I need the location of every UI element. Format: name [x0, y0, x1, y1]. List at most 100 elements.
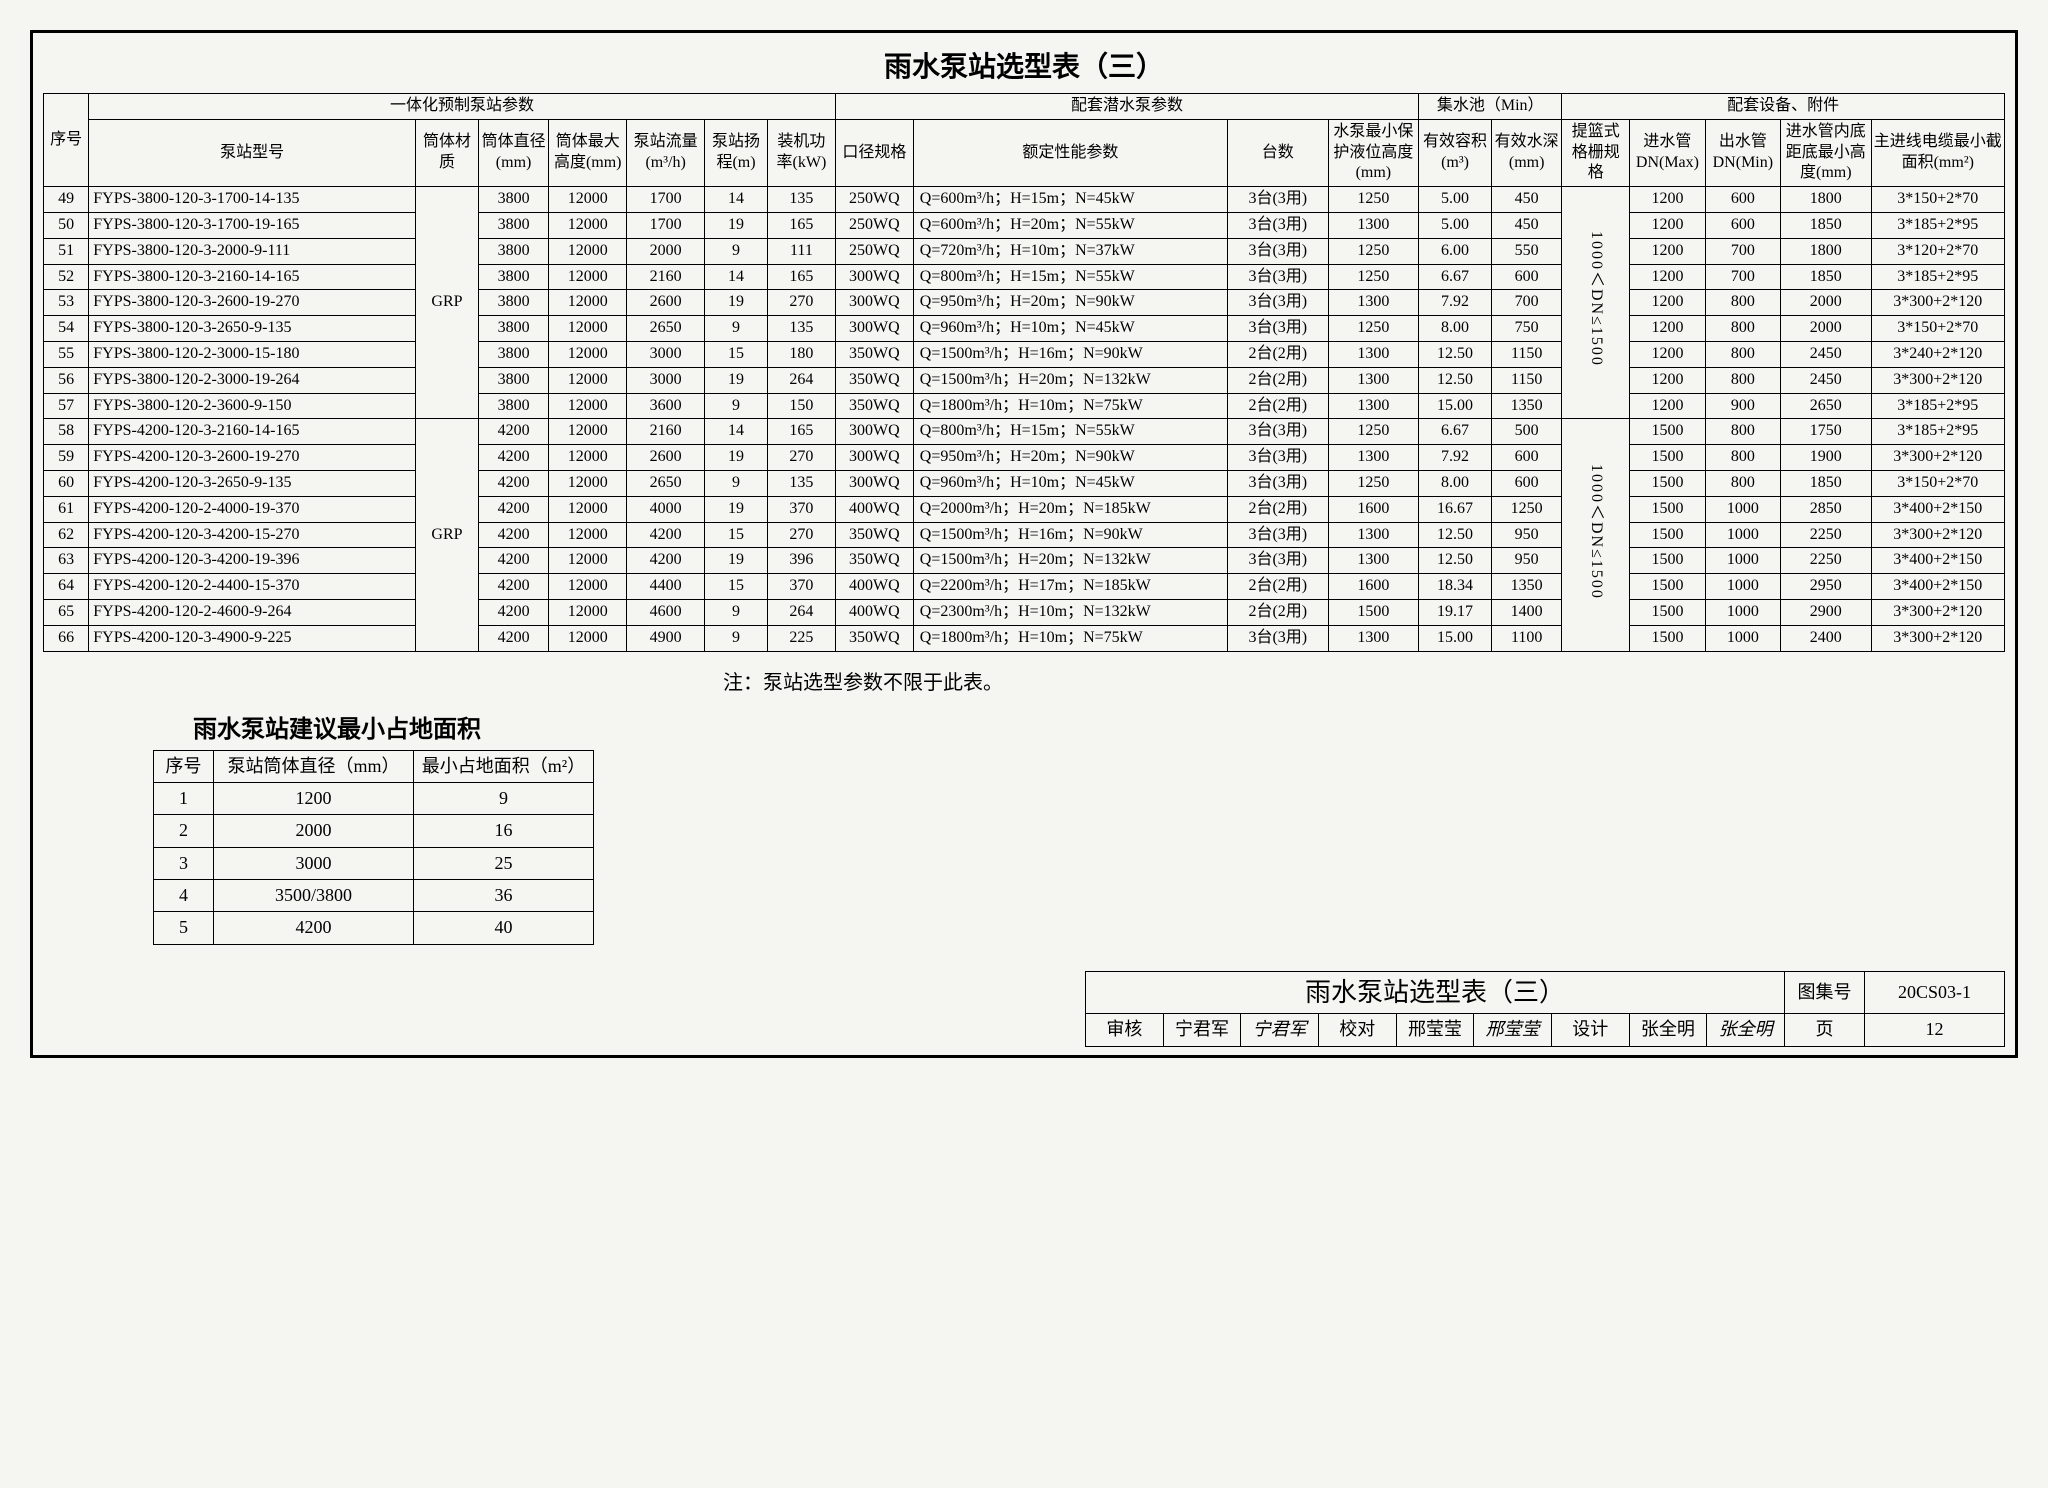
- cell: 12000: [549, 445, 627, 471]
- cell: 3台(3用): [1228, 238, 1329, 264]
- cell: 264: [767, 599, 835, 625]
- cell: 1300: [1328, 367, 1419, 393]
- cell: 3台(3用): [1228, 212, 1329, 238]
- cell: Q=600m³/h；H=15m；N=45kW: [913, 187, 1227, 213]
- cell: 165: [767, 212, 835, 238]
- cell: 1600: [1328, 496, 1419, 522]
- group-prefab: 一体化预制泵站参数: [89, 94, 836, 120]
- cell: 1300: [1328, 393, 1419, 419]
- cell: 250WQ: [835, 238, 913, 264]
- cell: 1500: [1630, 599, 1705, 625]
- cell-model: FYPS-4200-120-3-2160-14-165: [89, 419, 416, 445]
- cell-model: FYPS-3800-120-3-2000-9-111: [89, 238, 416, 264]
- cell: 12000: [549, 290, 627, 316]
- cell: 19: [705, 548, 768, 574]
- cell: 4200: [478, 599, 548, 625]
- cell: 3*120+2*70: [1871, 238, 2004, 264]
- tb-page-no: 12: [1865, 1014, 2005, 1046]
- cell: 15.00: [1419, 393, 1492, 419]
- cell: 4200: [478, 625, 548, 651]
- cell: 165: [767, 264, 835, 290]
- cell: 2160: [627, 419, 705, 445]
- tb-review-label: 审核: [1086, 1014, 1164, 1046]
- table-row: 62FYPS-4200-120-3-4200-15-27042001200042…: [44, 522, 2005, 548]
- cell: 7.92: [1419, 290, 1492, 316]
- cell: 800: [1705, 290, 1780, 316]
- cell: 4000: [627, 496, 705, 522]
- land-row: 3300025: [154, 847, 594, 879]
- drawing-sheet: 雨水泵站选型表（三） 序号 一体化预制泵站参数: [30, 30, 2018, 1058]
- cell: 3台(3用): [1228, 290, 1329, 316]
- cell: 3*400+2*150: [1871, 496, 2004, 522]
- cell: 350WQ: [835, 393, 913, 419]
- cell: Q=1500m³/h；H=16m；N=90kW: [913, 341, 1227, 367]
- cell: 1250: [1328, 316, 1419, 342]
- cell: 2650: [627, 316, 705, 342]
- cell: 1600: [1328, 574, 1419, 600]
- cell: 135: [767, 470, 835, 496]
- cell: 1200: [1630, 316, 1705, 342]
- cell: 1300: [1328, 548, 1419, 574]
- cell: 111: [767, 238, 835, 264]
- cell: 1300: [1328, 212, 1419, 238]
- cell: 270: [767, 445, 835, 471]
- cell: 19: [705, 496, 768, 522]
- cell: 3800: [478, 316, 548, 342]
- cell: 2台(2用): [1228, 599, 1329, 625]
- cell: 3台(3用): [1228, 187, 1329, 213]
- tb-design-name: 张全明: [1629, 1014, 1707, 1046]
- cell: 4200: [214, 912, 414, 944]
- cell: 19: [705, 212, 768, 238]
- cell: 3台(3用): [1228, 548, 1329, 574]
- table-row: 60FYPS-4200-120-3-2650-9-135420012000265…: [44, 470, 2005, 496]
- cell: 4200: [478, 419, 548, 445]
- cell: 2250: [1781, 548, 1872, 574]
- group-pump: 配套潜水泵参数: [835, 94, 1418, 120]
- cell: 12000: [549, 316, 627, 342]
- cell: 19: [705, 290, 768, 316]
- cell: 800: [1705, 367, 1780, 393]
- cell: 250WQ: [835, 187, 913, 213]
- signature: 宁君军: [1241, 1014, 1319, 1046]
- cell: 1300: [1328, 290, 1419, 316]
- cell-material: GRP: [416, 419, 479, 651]
- tb-check-name: 邢莹莹: [1396, 1014, 1474, 1046]
- cell: 2650: [1781, 393, 1872, 419]
- cell: 2台(2用): [1228, 393, 1329, 419]
- cell: 400WQ: [835, 599, 913, 625]
- cell: 1500: [1630, 625, 1705, 651]
- cell: 300WQ: [835, 470, 913, 496]
- land-col-area: 最小占地面积（m²）: [414, 750, 594, 782]
- cell: 1200: [1630, 367, 1705, 393]
- col-power: 装机功率(kW): [767, 119, 835, 186]
- cell: 5.00: [1419, 212, 1492, 238]
- land-row: 112009: [154, 782, 594, 814]
- cell: 5.00: [1419, 187, 1492, 213]
- cell: 1000: [1705, 625, 1780, 651]
- cell: 12000: [549, 470, 627, 496]
- cell: Q=800m³/h；H=15m；N=55kW: [913, 264, 1227, 290]
- cell-model: FYPS-3800-120-3-2160-14-165: [89, 264, 416, 290]
- cell: 370: [767, 574, 835, 600]
- cell: 19: [705, 445, 768, 471]
- cell: 1000: [1705, 522, 1780, 548]
- cell-seq: 54: [44, 316, 89, 342]
- cell: 150: [767, 393, 835, 419]
- cell: 1150: [1491, 367, 1561, 393]
- cell: 19.17: [1419, 599, 1492, 625]
- cell: 1300: [1328, 522, 1419, 548]
- cell: 1300: [1328, 625, 1419, 651]
- cell: 3800: [478, 393, 548, 419]
- cell: 12000: [549, 496, 627, 522]
- cell: 12000: [549, 548, 627, 574]
- cell-seq: 62: [44, 522, 89, 548]
- tb-setno-label: 图集号: [1785, 971, 1865, 1014]
- cell: 1500: [1630, 470, 1705, 496]
- table-row: 66FYPS-4200-120-3-4900-9-225420012000490…: [44, 625, 2005, 651]
- cell-model: FYPS-4200-120-2-4000-19-370: [89, 496, 416, 522]
- col-bore: 口径规格: [835, 119, 913, 186]
- cell: Q=1800m³/h；H=10m；N=75kW: [913, 625, 1227, 651]
- cell: 3*185+2*95: [1871, 419, 2004, 445]
- cell-model: FYPS-3800-120-3-2600-19-270: [89, 290, 416, 316]
- col-seq: 序号: [44, 94, 89, 187]
